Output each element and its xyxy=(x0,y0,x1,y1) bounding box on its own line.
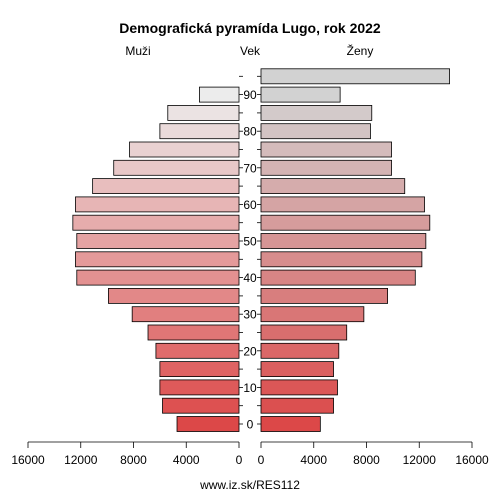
bar-female-8 xyxy=(260,269,416,286)
bar-female-17 xyxy=(260,105,373,121)
age-tick-label: 60 xyxy=(243,198,257,212)
bar-male-80-84 xyxy=(159,123,240,140)
bar-female-9 xyxy=(260,251,423,268)
bar-male-20-24 xyxy=(155,342,240,359)
x-tick-label-left: 0 xyxy=(236,453,243,467)
bar-female-19 xyxy=(260,68,450,85)
bar-male-25-29 xyxy=(147,324,240,341)
bar-male-35-39 xyxy=(108,287,240,304)
bar-male-30-34 xyxy=(131,306,240,323)
age-tick-label: 0 xyxy=(247,418,254,432)
x-tick-label-right: 0 xyxy=(258,453,265,467)
bar-male-60-64 xyxy=(75,196,240,213)
bar-female-11 xyxy=(260,214,431,231)
x-tick-label-left: 8000 xyxy=(120,453,147,467)
bar-female-3 xyxy=(260,361,334,378)
bar-female-1 xyxy=(260,397,334,414)
age-tick-label: 30 xyxy=(243,308,257,322)
bar-female-4 xyxy=(260,342,340,359)
bar-male-90+ xyxy=(199,86,240,103)
x-tick-label-right: 12000 xyxy=(403,453,437,467)
age-tick-label: 40 xyxy=(243,271,257,285)
bars-group xyxy=(72,68,450,432)
bar-female-2 xyxy=(260,379,338,396)
bar-male-5-9 xyxy=(162,397,240,414)
bar-female-6 xyxy=(260,306,365,323)
age-tick-label: 50 xyxy=(243,235,257,249)
footer-source: www.iz.sk/RES112 xyxy=(199,478,300,492)
bar-female-13 xyxy=(260,178,406,195)
bar-male-45-49 xyxy=(75,251,240,268)
x-tick-label-left: 16000 xyxy=(11,453,45,467)
x-tick-label-left: 4000 xyxy=(173,453,200,467)
x-tick-label-right: 16000 xyxy=(455,453,489,467)
female-header: Ženy xyxy=(347,43,374,58)
bar-male-10-14 xyxy=(159,379,240,396)
male-header: Muži xyxy=(125,44,150,58)
bar-female-18 xyxy=(260,86,341,103)
bar-female-15 xyxy=(260,141,392,158)
bar-female-5 xyxy=(260,324,348,341)
bar-male-65-69 xyxy=(92,178,240,195)
bar-female-14 xyxy=(260,159,392,176)
x-axis-male: 16000 12000 8000 4000 0 xyxy=(11,441,243,467)
x-tick-label-left: 12000 xyxy=(64,453,98,467)
bar-male-55-59 xyxy=(72,214,240,231)
x-tick-label-right: 8000 xyxy=(353,453,380,467)
age-tick-label: 10 xyxy=(243,381,257,395)
bar-male-75-79 xyxy=(129,141,240,158)
age-tick-label: 90 xyxy=(243,88,257,102)
bar-male-15-19 xyxy=(159,361,240,378)
bar-female-0 xyxy=(260,416,321,432)
age-tick-label: 70 xyxy=(243,161,257,175)
bar-male-85-89 xyxy=(167,105,240,121)
chart-title: Demografická pyramída Lugo, rok 2022 xyxy=(119,20,381,36)
age-header: Vek xyxy=(240,44,261,58)
bar-female-16 xyxy=(260,123,371,140)
bar-male-50-54 xyxy=(76,233,240,249)
bar-female-10 xyxy=(260,233,427,249)
age-tick-label: 20 xyxy=(243,344,257,358)
bar-female-12 xyxy=(260,196,425,213)
age-tick-label: 80 xyxy=(243,125,257,139)
bar-male-70-74 xyxy=(113,159,240,176)
bar-male-0-4 xyxy=(176,416,240,432)
x-axis-female: 0 4000 8000 12000 16000 xyxy=(258,441,489,467)
bar-male-40-44 xyxy=(76,269,240,286)
bar-female-7 xyxy=(260,287,388,304)
age-axis: 0 10 20 30 40 50 60 70 80 90 xyxy=(239,75,261,432)
x-tick-label-right: 4000 xyxy=(300,453,327,467)
